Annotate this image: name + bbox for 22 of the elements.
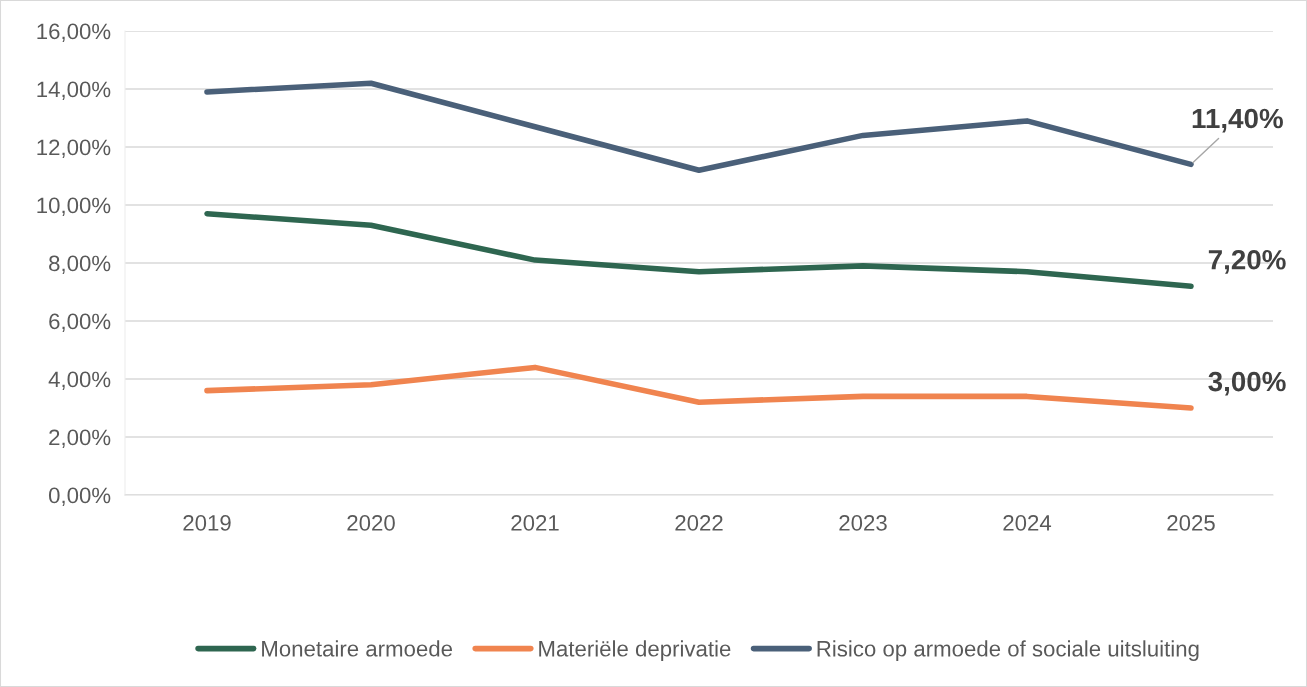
y-tick-label: 0,00% (48, 487, 111, 506)
legend-label: Materiële deprivatie (539, 640, 731, 661)
x-tick-label: 2022 (675, 515, 723, 531)
x-tick-label: 2023 (839, 515, 887, 531)
y-tick-label: 12,00% (37, 139, 111, 158)
x-tick-label: 2019 (183, 515, 231, 531)
y-tick-label: 8,00% (49, 255, 111, 274)
legend-label: Risico op armoede of sociale uitsluiting (817, 640, 1199, 661)
y-tick-label: 16,00% (37, 23, 111, 42)
x-tick-label: 2021 (511, 515, 559, 531)
y-tick-label: 10,00% (37, 197, 111, 216)
y-tick-label: 14,00% (37, 81, 111, 100)
data-label: 11,40% (1192, 108, 1283, 133)
y-tick-label: 6,00% (49, 313, 111, 332)
x-tick-label: 2025 (1167, 515, 1215, 531)
x-tick-label: 2020 (347, 515, 395, 531)
legend-label: Monetaire armoede (262, 640, 453, 657)
x-tick-label: 2024 (1003, 515, 1052, 531)
y-tick-label: 2,00% (49, 429, 111, 448)
data-label: 3,00% (1208, 371, 1286, 396)
y-tick-label: 4,00% (48, 371, 111, 390)
data-label: 7,20% (1208, 249, 1286, 274)
